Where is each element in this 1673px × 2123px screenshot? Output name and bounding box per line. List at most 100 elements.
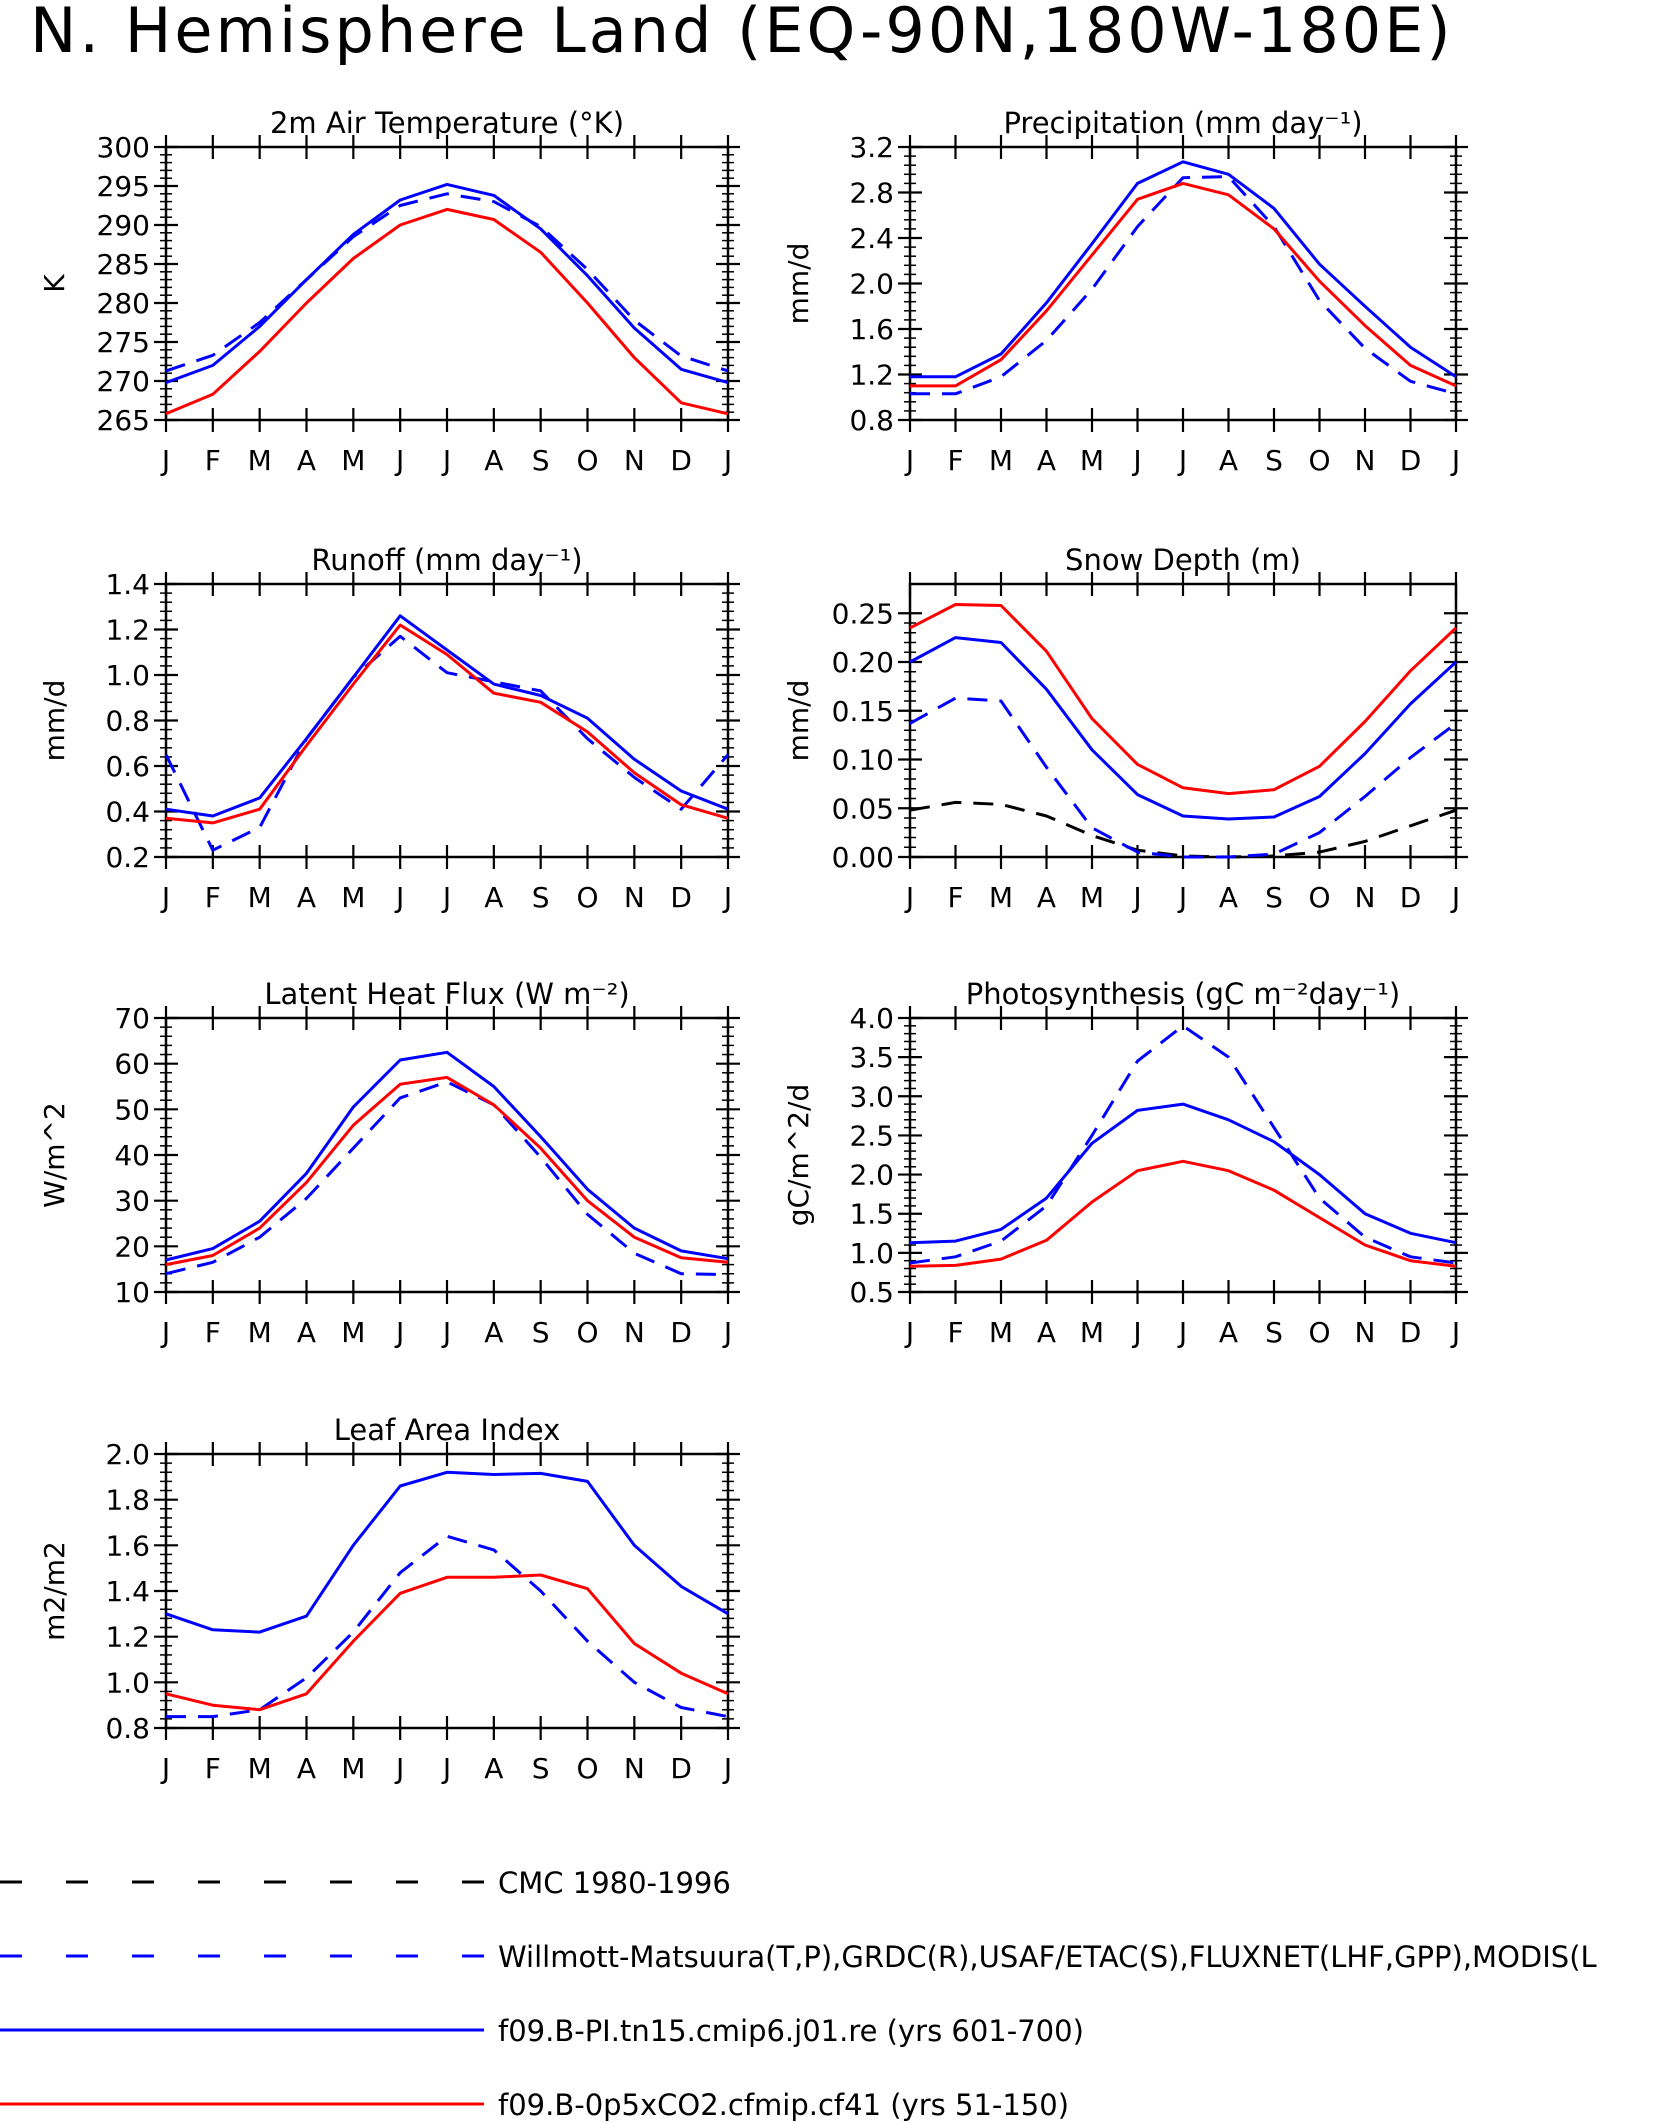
panel-title: Latent Heat Flux (W m⁻²) bbox=[264, 977, 629, 1011]
y-tick-label: 1.0 bbox=[105, 1666, 150, 1699]
y-tick-label: 0.25 bbox=[832, 597, 894, 630]
x-tick-label: J bbox=[394, 1752, 404, 1785]
x-tick-label: S bbox=[1265, 444, 1283, 477]
x-tick-label: J bbox=[722, 1752, 732, 1785]
series-line-3 bbox=[909, 603, 1458, 796]
y-tick-label: 1.0 bbox=[849, 1237, 894, 1270]
x-tick-label: J bbox=[160, 1316, 170, 1349]
y-tick-label: 2.4 bbox=[849, 222, 894, 255]
x-tick-label: F bbox=[947, 444, 963, 477]
y-tick-label: 1.4 bbox=[105, 1575, 150, 1608]
series-line-2 bbox=[909, 1159, 1457, 1268]
x-tick-label: N bbox=[1355, 1316, 1376, 1349]
x-tick-label: O bbox=[576, 881, 598, 914]
y-axis-label: m2/m2 bbox=[38, 1541, 71, 1641]
y-tick-label: 1.6 bbox=[105, 1529, 150, 1562]
x-tick-label: M bbox=[989, 881, 1013, 914]
series-line-0 bbox=[909, 800, 1457, 859]
y-tick-label: 270 bbox=[97, 365, 150, 398]
x-tick-label: J bbox=[1131, 444, 1141, 477]
x-tick-label: J bbox=[441, 444, 451, 477]
y-tick-label: 70 bbox=[114, 1002, 150, 1035]
x-tick-label: M bbox=[341, 881, 365, 914]
y-axis-label: mm/d bbox=[38, 680, 71, 762]
plot-frame bbox=[164, 582, 730, 859]
y-tick-label: 0.05 bbox=[832, 792, 894, 825]
x-tick-label: D bbox=[1400, 1316, 1422, 1349]
x-tick-label: F bbox=[205, 1316, 221, 1349]
legend-entry: f09.B-0p5xCO2.cfmip.cf41 (yrs 51-150) bbox=[0, 2088, 1069, 2122]
panel-title: Leaf Area Index bbox=[334, 1413, 560, 1447]
y-tick-label: 0.8 bbox=[849, 404, 894, 437]
y-tick-label: 1.2 bbox=[105, 1621, 150, 1654]
series-line-2 bbox=[909, 636, 1458, 821]
y-tick-label: 2.0 bbox=[849, 1159, 894, 1192]
x-tick-label: S bbox=[1265, 1316, 1283, 1349]
y-tick-label: 50 bbox=[114, 1093, 150, 1126]
legend-entry: CMC 1980-1996 bbox=[0, 1866, 731, 1900]
x-tick-label: A bbox=[484, 1752, 503, 1785]
x-tick-label: A bbox=[484, 444, 503, 477]
x-tick-label: J bbox=[160, 444, 170, 477]
panel-runoff: Runoff (mm day⁻¹) mm/d 0.2 0.4 0.6 0.8 1.0 1.2 1… bbox=[38, 543, 740, 914]
x-tick-label: S bbox=[532, 444, 550, 477]
x-tick-label: J bbox=[394, 881, 404, 914]
y-tick-label: 1.2 bbox=[849, 359, 894, 392]
y-tick-label: 0.00 bbox=[832, 841, 894, 874]
y-tick-label: 10 bbox=[114, 1276, 150, 1309]
y-axis-label: K bbox=[38, 274, 71, 293]
series-line-2 bbox=[910, 181, 1457, 388]
series-line-1 bbox=[910, 160, 1457, 379]
x-tick-label: D bbox=[1400, 444, 1422, 477]
x-tick-label: A bbox=[297, 881, 316, 914]
y-axis-label: W/m^2 bbox=[38, 1102, 71, 1208]
x-tick-label: M bbox=[248, 444, 272, 477]
x-tick-label: J bbox=[904, 1316, 914, 1349]
series-line-0 bbox=[165, 1080, 729, 1277]
legend-entry: Willmott-Matsuura(T,P),GRDC(R),USAF/ETAC… bbox=[0, 1940, 1597, 1974]
x-tick-label: J bbox=[394, 1316, 404, 1349]
x-tick-label: M bbox=[989, 1316, 1013, 1349]
y-tick-label: 0.5 bbox=[849, 1276, 894, 1309]
x-tick-label: J bbox=[1450, 444, 1460, 477]
x-tick-label: M bbox=[248, 1752, 272, 1785]
x-tick-label: N bbox=[1355, 444, 1376, 477]
y-tick-label: 3.5 bbox=[849, 1041, 894, 1074]
x-tick-label: J bbox=[722, 1316, 732, 1349]
x-tick-label: J bbox=[1177, 881, 1187, 914]
panel-tsa: 2m Air Temperature (°K) K 265 270 275 280 285 2… bbox=[38, 106, 740, 477]
y-tick-label: 1.0 bbox=[105, 659, 150, 692]
x-tick-label: D bbox=[670, 1752, 692, 1785]
x-tick-label: O bbox=[1308, 1316, 1330, 1349]
x-tick-label: J bbox=[441, 881, 451, 914]
x-tick-label: J bbox=[441, 1752, 451, 1785]
y-tick-label: 1.5 bbox=[849, 1198, 894, 1231]
x-tick-label: N bbox=[624, 444, 645, 477]
x-tick-label: O bbox=[576, 444, 598, 477]
x-tick-label: J bbox=[722, 444, 732, 477]
x-tick-label: J bbox=[160, 1752, 170, 1785]
y-tick-label: 275 bbox=[97, 326, 150, 359]
x-tick-label: D bbox=[670, 881, 692, 914]
panel-prec: Precipitation (mm day⁻¹) mm/d 0.8 1.2 1.6 2.0… bbox=[782, 106, 1468, 477]
y-tick-label: 0.15 bbox=[832, 695, 894, 728]
y-tick-label: 295 bbox=[97, 170, 150, 203]
panel-title: 2m Air Temperature (°K) bbox=[270, 106, 624, 140]
plot-frame bbox=[908, 1016, 1458, 1294]
legend-label: f09.B-PI.tn15.cmip6.j01.re (yrs 601-700) bbox=[498, 2014, 1084, 2048]
x-tick-label: D bbox=[670, 444, 692, 477]
x-tick-label: D bbox=[670, 1316, 692, 1349]
y-tick-label: 265 bbox=[97, 404, 150, 437]
x-tick-label: A bbox=[1037, 444, 1056, 477]
y-tick-label: 1.8 bbox=[105, 1484, 150, 1517]
y-tick-label: 20 bbox=[114, 1230, 150, 1263]
series-line-0 bbox=[164, 634, 730, 852]
y-tick-label: 290 bbox=[97, 209, 150, 242]
x-tick-label: N bbox=[624, 881, 645, 914]
y-tick-label: 1.2 bbox=[105, 614, 150, 647]
x-tick-label: J bbox=[1450, 1316, 1460, 1349]
x-tick-label: M bbox=[989, 444, 1013, 477]
series-line-1 bbox=[165, 1470, 729, 1634]
series-line-2 bbox=[165, 623, 729, 825]
x-tick-label: M bbox=[248, 881, 272, 914]
